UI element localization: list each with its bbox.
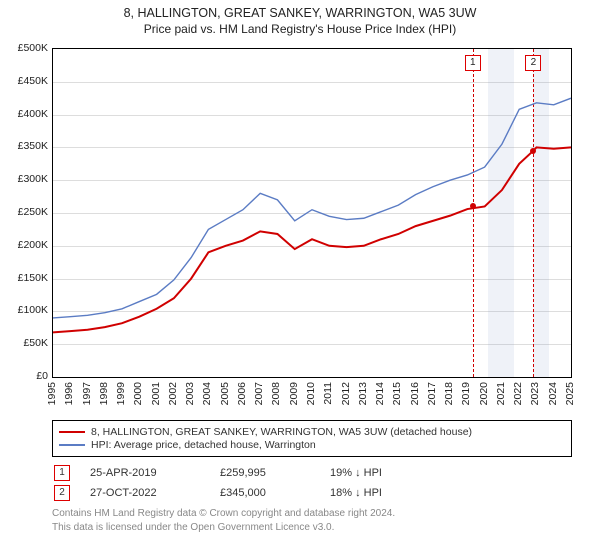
x-tick-label: 2017	[426, 382, 438, 405]
x-tick-label: 2012	[340, 382, 352, 405]
x-tick-label: 2015	[391, 382, 403, 405]
sale-marker-box: 2	[54, 485, 70, 501]
y-tick-label: £150K	[2, 272, 48, 284]
x-tick-label: 2001	[150, 382, 162, 405]
x-tick-label: 2005	[219, 382, 231, 405]
y-tick-label: £350K	[2, 140, 48, 152]
y-tick-label: £50K	[2, 337, 48, 349]
x-tick-label: 2024	[547, 382, 559, 405]
y-tick-label: £200K	[2, 239, 48, 251]
legend-swatch	[59, 444, 85, 446]
x-tick-label: 2019	[460, 382, 472, 405]
y-tick-label: £100K	[2, 304, 48, 316]
sale-delta: 19% ↓ HPI	[330, 467, 440, 479]
x-tick-label: 2003	[184, 382, 196, 405]
chart-titles: 8, HALLINGTON, GREAT SANKEY, WARRINGTON,…	[0, 0, 600, 36]
plot: 12	[52, 48, 572, 378]
x-tick-label: 2021	[495, 382, 507, 405]
sales-list: 1 25-APR-2019 £259,995 19% ↓ HPI 2 27-OC…	[52, 465, 572, 501]
legend-swatch	[59, 431, 85, 433]
sale-marker-box: 1	[54, 465, 70, 481]
y-tick-label: £0	[2, 370, 48, 382]
x-tick-label: 1997	[81, 382, 93, 405]
legend-row: HPI: Average price, detached house, Warr…	[59, 439, 565, 451]
legend-row: 8, HALLINGTON, GREAT SANKEY, WARRINGTON,…	[59, 426, 565, 438]
series-svg	[53, 49, 571, 377]
footer: Contains HM Land Registry data © Crown c…	[52, 507, 572, 534]
sale-delta: 18% ↓ HPI	[330, 487, 440, 499]
chart-area: 12 £0£50K£100K£150K£200K£250K£300K£350K£…	[52, 48, 572, 378]
y-tick-label: £400K	[2, 108, 48, 120]
y-tick-label: £250K	[2, 206, 48, 218]
sale-dot	[530, 148, 536, 154]
sale-date: 27-OCT-2022	[90, 487, 200, 499]
x-tick-label: 2000	[132, 382, 144, 405]
x-tick-label: 2016	[409, 382, 421, 405]
x-tick-label: 2009	[288, 382, 300, 405]
x-tick-label: 2006	[236, 382, 248, 405]
sale-dot	[470, 203, 476, 209]
x-tick-label: 2013	[357, 382, 369, 405]
x-tick-label: 2020	[478, 382, 490, 405]
x-tick-label: 2025	[564, 382, 576, 405]
sale-date: 25-APR-2019	[90, 467, 200, 479]
below-chart: 8, HALLINGTON, GREAT SANKEY, WARRINGTON,…	[52, 420, 572, 534]
y-tick-label: £500K	[2, 42, 48, 54]
x-tick-label: 2007	[253, 382, 265, 405]
x-tick-label: 2023	[529, 382, 541, 405]
x-tick-label: 1998	[98, 382, 110, 405]
legend: 8, HALLINGTON, GREAT SANKEY, WARRINGTON,…	[52, 420, 572, 457]
y-tick-label: £450K	[2, 75, 48, 87]
legend-label: 8, HALLINGTON, GREAT SANKEY, WARRINGTON,…	[91, 426, 472, 438]
legend-label: HPI: Average price, detached house, Warr…	[91, 439, 316, 451]
sale-price: £259,995	[220, 467, 310, 479]
x-tick-label: 2008	[270, 382, 282, 405]
x-tick-label: 1996	[63, 382, 75, 405]
sale-price: £345,000	[220, 487, 310, 499]
x-tick-label: 1995	[46, 382, 58, 405]
x-tick-label: 1999	[115, 382, 127, 405]
series-hpi	[53, 98, 571, 318]
x-tick-label: 2018	[443, 382, 455, 405]
y-tick-label: £300K	[2, 173, 48, 185]
title-sub: Price paid vs. HM Land Registry's House …	[0, 22, 600, 36]
footer-line: This data is licensed under the Open Gov…	[52, 521, 572, 535]
x-tick-label: 2004	[201, 382, 213, 405]
footer-line: Contains HM Land Registry data © Crown c…	[52, 507, 572, 521]
x-tick-label: 2022	[512, 382, 524, 405]
x-tick-label: 2011	[322, 382, 334, 405]
title-main: 8, HALLINGTON, GREAT SANKEY, WARRINGTON,…	[0, 6, 600, 20]
sale-row: 2 27-OCT-2022 £345,000 18% ↓ HPI	[54, 485, 572, 501]
x-tick-label: 2014	[374, 382, 386, 405]
x-tick-label: 2002	[167, 382, 179, 405]
sale-row: 1 25-APR-2019 £259,995 19% ↓ HPI	[54, 465, 572, 481]
x-tick-label: 2010	[305, 382, 317, 405]
